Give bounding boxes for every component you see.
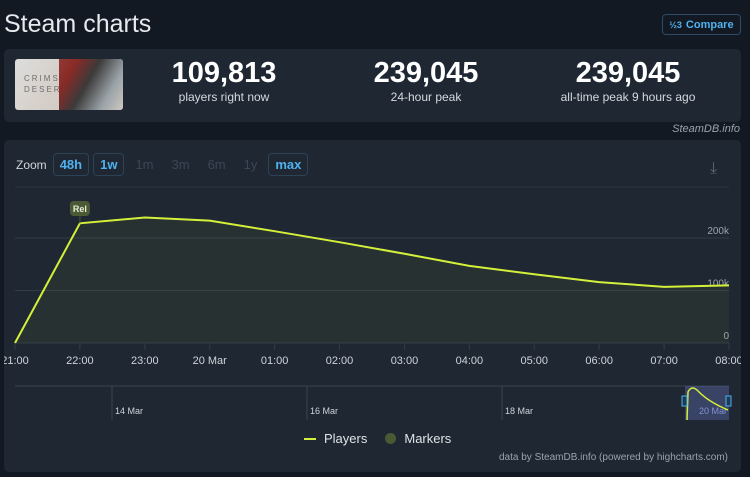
zoom-max[interactable]: max — [268, 153, 309, 176]
navigator-label: 20 Mar — [699, 406, 727, 416]
x-tick-label: 04:00 — [456, 355, 484, 367]
release-marker — [69, 201, 90, 216]
navigator-label: 18 Mar — [505, 406, 533, 416]
players-line — [14, 216, 730, 344]
steamdb-credit[interactable]: SteamDB.info — [672, 123, 740, 135]
y-tick-label: 100k — [707, 279, 730, 290]
legend-markers[interactable]: Markers — [404, 431, 452, 446]
game-logo-text: CRIMSON DESERT — [24, 74, 76, 94]
x-tick-label: 06:00 — [585, 355, 613, 367]
y-tick-label: 200k — [707, 226, 730, 237]
x-tick-label: 02:00 — [326, 355, 354, 367]
game-art — [59, 59, 123, 110]
navigator-handle-right — [725, 395, 732, 407]
page-title: Steam charts — [4, 10, 152, 38]
stats-panel: CRIMSON DESERT 109,813 players right now … — [4, 49, 741, 122]
zoom-3m[interactable]: 3m — [171, 157, 190, 172]
x-tick-label: 23:00 — [131, 355, 159, 367]
players-area — [15, 217, 729, 343]
zoom-1w[interactable]: 1w — [93, 153, 125, 176]
legend-players[interactable]: Players — [324, 431, 368, 446]
x-tick-label: 20 Mar — [193, 355, 228, 367]
players-legend-line — [304, 437, 316, 440]
stat-alltime-peak: 239,045 all-time peak 9 hours ago — [560, 57, 696, 104]
y-tick-label: 0 — [723, 331, 729, 342]
navigator-label: 14 Mar — [115, 406, 143, 416]
x-tick-label: 22:00 — [66, 355, 94, 367]
navigator-label: 16 Mar — [310, 406, 338, 416]
x-tick-label: 21:00 — [4, 355, 29, 367]
zoom-6m[interactable]: 6m — [207, 157, 226, 172]
x-tick-label: 05:00 — [521, 355, 549, 367]
stat-current: 109,813 players right now — [171, 57, 277, 104]
x-tick-label: 03:00 — [391, 355, 419, 367]
zoom-1y[interactable]: 1y — [243, 157, 258, 172]
fraction-icon: ½3 — [669, 19, 682, 30]
navigator-series — [686, 387, 729, 421]
zoom-48h[interactable]: 48h — [52, 153, 90, 176]
zoom-controls: Zoom 48h 1w 1m 3m 6m 1y max — [16, 153, 309, 176]
x-tick-label: 07:00 — [650, 355, 678, 367]
chart-panel: Zoom 48h 1w 1m 3m 6m 1y max ⤓ 0 100k 200k 2… — [4, 140, 741, 472]
release-marker-label: Rel — [73, 204, 87, 214]
zoom-label: Zoom — [16, 157, 47, 172]
navigator-handle-left — [681, 395, 688, 407]
stat-24h-peak: 239,045 24-hour peak — [373, 57, 479, 104]
x-tick-label: 01:00 — [261, 355, 289, 367]
players-chart[interactable]: 0 100k 200k 21:00 22:00 23:00 20 Mar 01:00 02:00… — [4, 140, 741, 472]
chart-credit[interactable]: data by SteamDB.info (powered by highcha… — [499, 452, 728, 463]
game-thumbnail[interactable]: CRIMSON DESERT — [15, 59, 123, 110]
markers-legend-dot — [385, 433, 397, 444]
legend: Players Markers — [304, 431, 451, 446]
navigator-selection — [685, 386, 729, 420]
x-tick-label: 08:00 — [715, 355, 741, 367]
zoom-1m[interactable]: 1m — [135, 157, 154, 172]
compare-button[interactable]: ½3 Compare — [662, 14, 741, 35]
download-icon[interactable]: ⤓ — [710, 160, 718, 177]
